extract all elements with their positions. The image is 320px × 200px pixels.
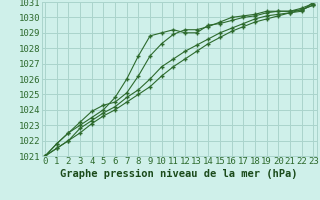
- X-axis label: Graphe pression niveau de la mer (hPa): Graphe pression niveau de la mer (hPa): [60, 169, 298, 179]
